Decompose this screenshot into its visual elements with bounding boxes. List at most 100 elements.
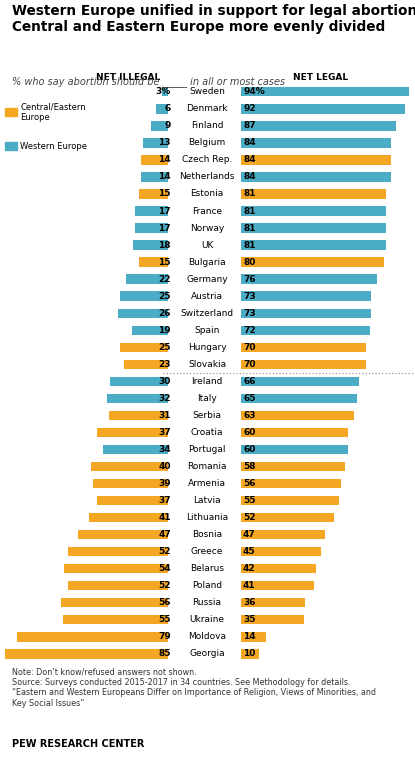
Text: 52: 52 [243,513,256,522]
Text: 9: 9 [165,121,171,130]
Text: 73: 73 [243,309,256,318]
Bar [241,581,314,590]
Bar [103,445,168,454]
Bar [241,462,345,471]
Bar [89,513,168,522]
Text: Note: Don’t know/refused answers not shown.
Source: Surveys conducted 2015-2017 : Note: Don’t know/refused answers not sho… [12,668,376,708]
Text: Switzerland: Switzerland [181,309,234,318]
Text: 55: 55 [243,496,256,505]
Text: 14: 14 [243,632,256,641]
Text: Bulgaria: Bulgaria [188,257,226,266]
Text: 36: 36 [243,598,256,607]
Bar [241,121,396,130]
Bar [64,564,168,573]
Bar [241,394,357,403]
Text: 13: 13 [159,139,171,148]
Text: Romania: Romania [187,462,227,471]
Bar [126,275,168,284]
Text: 81: 81 [243,223,256,232]
Text: 92: 92 [243,104,256,114]
Text: Portugal: Portugal [188,445,226,454]
Text: Czech Rep.: Czech Rep. [182,155,232,164]
Text: 14: 14 [159,173,171,182]
Text: 52: 52 [159,547,171,556]
Text: Bosnia: Bosnia [192,530,222,539]
Text: 54: 54 [159,564,171,573]
Bar [109,411,168,420]
Text: NET LEGAL: NET LEGAL [293,73,349,82]
Text: 47: 47 [158,530,171,539]
Bar [241,104,405,114]
Text: 60: 60 [243,445,255,454]
Text: 70: 70 [243,343,256,352]
Bar [5,108,17,116]
Bar [241,275,377,284]
Bar [241,343,366,352]
Bar [241,513,334,522]
Text: 15: 15 [159,257,171,266]
Text: 37: 37 [159,496,171,505]
Bar [5,650,168,659]
Text: 34: 34 [159,445,171,454]
Text: 66: 66 [243,377,256,386]
Text: 25: 25 [159,291,171,301]
Text: 41: 41 [243,581,256,590]
Bar [151,121,168,130]
Text: 81: 81 [243,189,256,198]
Bar [162,87,168,96]
Bar [63,615,168,625]
Bar [156,104,168,114]
Bar [118,309,168,318]
Text: 47: 47 [243,530,256,539]
Text: 76: 76 [243,275,256,284]
Text: Russia: Russia [193,598,222,607]
Text: 80: 80 [243,257,255,266]
Bar [241,496,339,505]
Bar [241,615,303,625]
Bar [241,326,370,335]
Text: Sweden: Sweden [189,87,225,96]
Bar [241,650,259,659]
Bar [241,139,391,148]
Text: 25: 25 [159,343,171,352]
Text: Spain: Spain [194,326,220,335]
Text: Norway: Norway [190,223,224,232]
Bar [241,632,266,641]
Bar [241,411,354,420]
Bar [241,291,371,301]
Text: Serbia: Serbia [193,411,222,420]
Text: Belarus: Belarus [190,564,224,573]
Text: Georgia: Georgia [189,650,225,659]
Text: 52: 52 [159,581,171,590]
Bar [134,241,168,250]
Text: Finland: Finland [191,121,223,130]
Bar [91,462,168,471]
Text: 58: 58 [243,462,256,471]
Text: Moldova: Moldova [188,632,226,641]
Text: PEW RESEARCH CENTER: PEW RESEARCH CENTER [12,740,145,749]
Text: NET ILLEGAL: NET ILLEGAL [96,73,160,82]
Text: 18: 18 [159,241,171,250]
Bar [241,479,341,488]
Text: Poland: Poland [192,581,222,590]
Bar [241,445,348,454]
Text: Ukraine: Ukraine [190,615,225,625]
Bar [107,394,168,403]
Bar [139,189,168,198]
Text: 14: 14 [159,155,171,164]
Bar [143,139,168,148]
Bar [241,377,359,386]
Text: 37: 37 [159,428,171,437]
Text: Lithuania: Lithuania [186,513,228,522]
Bar [241,223,386,232]
Bar [68,581,168,590]
Bar [78,530,168,539]
Text: Croatia: Croatia [191,428,223,437]
Text: Armenia: Armenia [188,479,226,488]
Text: Latvia: Latvia [193,496,221,505]
Text: 94%: 94% [243,87,265,96]
Text: 17: 17 [159,207,171,216]
Bar [97,428,168,437]
Text: Western Europe: Western Europe [20,142,87,151]
Bar [97,496,168,505]
